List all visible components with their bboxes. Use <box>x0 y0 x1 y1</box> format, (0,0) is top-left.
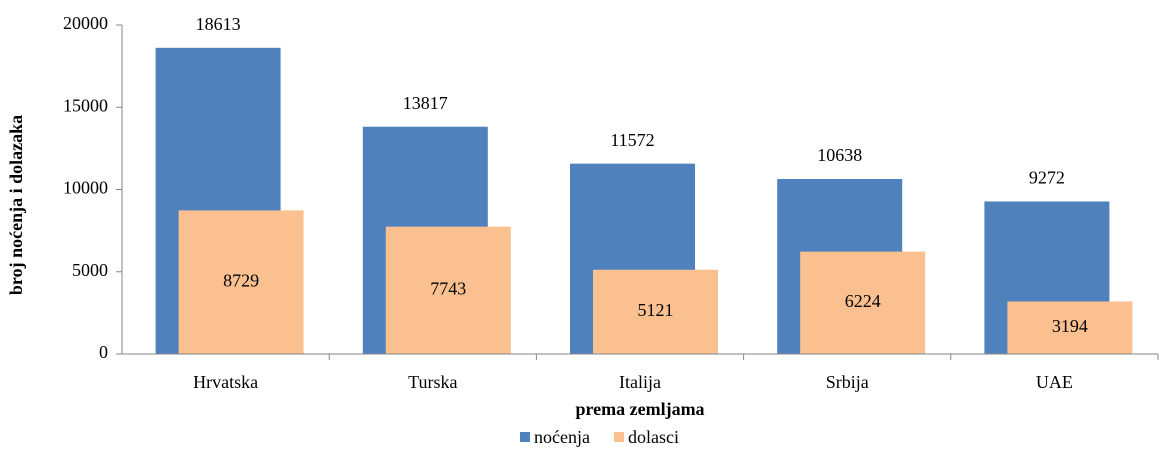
value-label: 5121 <box>638 300 674 320</box>
x-tick-label: Italija <box>619 372 661 392</box>
value-label: 6224 <box>845 291 881 311</box>
y-tick-label: 0 <box>99 342 108 362</box>
legend-label: noćenja <box>534 427 590 447</box>
y-tick-label: 5000 <box>72 260 108 280</box>
x-tick-label: UAE <box>1036 372 1073 392</box>
bar <box>593 269 718 354</box>
y-tick-label: 10000 <box>63 178 108 198</box>
bar <box>178 210 304 354</box>
value-label: 11572 <box>610 130 654 150</box>
bar <box>800 251 926 354</box>
legend-label: dolasci <box>628 427 679 447</box>
y-tick-label: 15000 <box>63 95 108 115</box>
value-label: 13817 <box>403 93 448 113</box>
legend-swatch <box>613 432 624 442</box>
x-axis-title: prema zemljama <box>575 399 704 419</box>
legend-swatch <box>520 432 530 442</box>
value-label: 18613 <box>196 14 241 34</box>
x-tick-label: Srbija <box>826 372 869 392</box>
bar <box>1007 301 1133 354</box>
x-tick-label: Hrvatska <box>193 372 258 392</box>
value-label: 7743 <box>430 278 466 298</box>
value-label: 3194 <box>1052 316 1088 336</box>
y-tick-label: 20000 <box>63 13 108 33</box>
bar <box>385 226 511 354</box>
value-label: 9272 <box>1029 168 1065 188</box>
x-tick-label: Turska <box>408 372 457 392</box>
y-axis-title: broj noćenja i dolazaka <box>6 115 26 295</box>
value-label: 8729 <box>223 270 259 290</box>
value-label: 10638 <box>817 145 862 165</box>
